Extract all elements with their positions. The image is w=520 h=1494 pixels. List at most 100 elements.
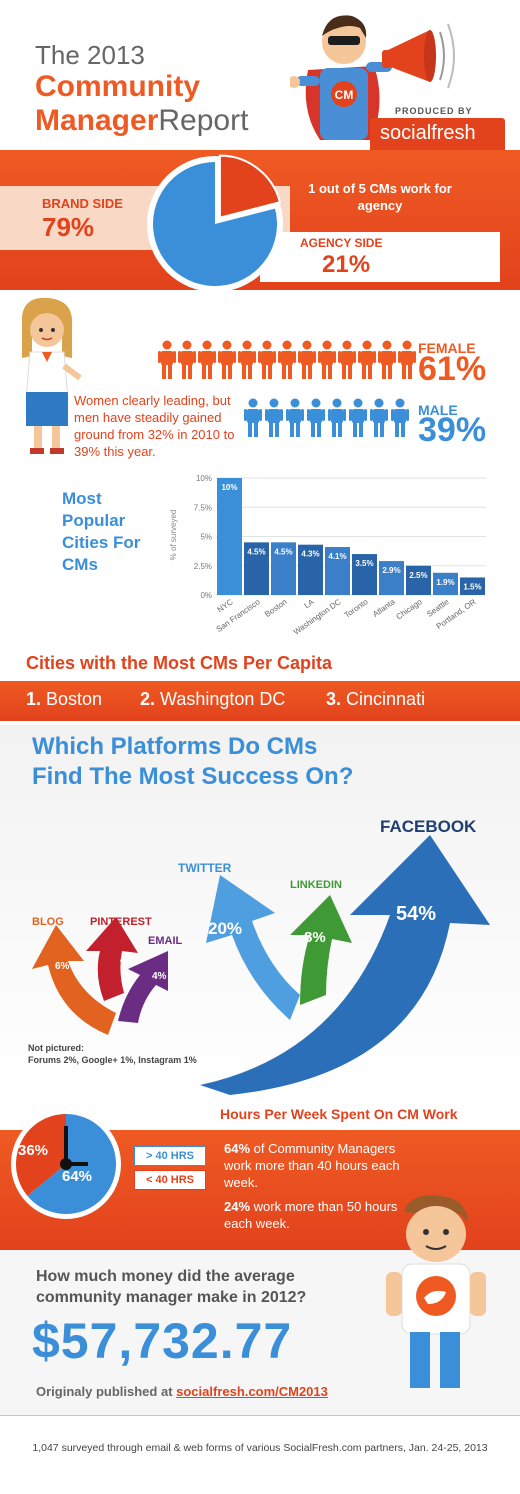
gender-quote: Women clearly leading, but men have stea… (74, 393, 235, 459)
cities-y-tick: 10% (196, 474, 212, 483)
cities-bar (406, 565, 431, 595)
cm-badge: CM (335, 88, 354, 102)
cities-category-label: LA (302, 597, 316, 610)
hours-stat-1: 64% of Community Managers work more than… (224, 1140, 404, 1191)
hours-stat-2: 24% work more than 50 hours each week. (224, 1198, 404, 1232)
cities-data-label: 2.9% (382, 566, 400, 575)
salary-value: $57,732.77 (32, 1313, 293, 1369)
female-value: 61% (418, 350, 487, 388)
produced-by-label: PRODUCED BY (395, 106, 473, 116)
email-arrow (118, 951, 168, 1023)
agency-section: BRAND SIDE 79% 1 out of 5 CMs work for a… (0, 150, 520, 292)
facebook-arrow (200, 835, 490, 1095)
gender-section: FEMALE 61% Women clearly leading, but me… (0, 290, 520, 460)
platforms-title-line1: Which Platforms Do CMs (32, 733, 318, 760)
cities-data-label: 1.9% (436, 578, 454, 587)
salary-section: How much money did the average community… (0, 1195, 520, 1415)
hours-slice-under-40 (16, 1114, 66, 1196)
cities-bar (298, 544, 323, 595)
cities-y-tick: 2.5% (194, 562, 212, 571)
male-person-icon (286, 398, 307, 438)
hours-pie (11, 1109, 121, 1219)
cities-data-label: 2.5% (409, 571, 427, 580)
male-person-icon (307, 398, 328, 438)
brand-side-label: BRAND SIDE (42, 196, 123, 211)
title-line2: Community (35, 70, 200, 103)
published-link[interactable]: socialfresh.com/CM2013 (176, 1384, 328, 1399)
cities-bar (379, 561, 404, 595)
female-person-icon (298, 340, 318, 380)
agency-note: 1 out of 5 CMs work for agency (308, 181, 452, 213)
cities-data-label: 1.5% (463, 582, 481, 591)
cities-bar (217, 478, 242, 595)
cities-category-label: Washington DC (292, 597, 343, 636)
male-icon-row (244, 398, 414, 438)
cities-data-label: 4.3% (301, 550, 319, 559)
title-line1: The 2013 (35, 40, 145, 70)
cities-y-tick: 7.5% (194, 503, 212, 512)
cities-y-tick: 0% (200, 591, 212, 600)
female-person-icon (398, 340, 418, 380)
male-person-icon (391, 398, 412, 438)
female-icon-row (158, 340, 418, 380)
cities-bar-chart: % of surveyed 0% 2.5% 5% 7.5% 10% 10% NYC 4.5%… (169, 474, 486, 637)
brand-agency-pie (147, 154, 283, 292)
linkedin-value: 8% (304, 929, 326, 946)
hours-stat-2-bold: 24% (224, 1199, 251, 1214)
male-label: MALE (418, 402, 458, 418)
blog-value: 6% (55, 961, 70, 972)
agency-side-value: 21% (322, 251, 371, 278)
female-person-icon (338, 340, 358, 380)
female-person-icon (278, 340, 298, 380)
hours-pie-small-label: 36% (18, 1142, 49, 1159)
platforms-section: Which Platforms Do CMs Find The Most Suc… (0, 725, 520, 1100)
platform-arrows (32, 835, 490, 1095)
title-line3a: Manager (35, 104, 159, 137)
cities-bar (271, 542, 296, 595)
twitter-value: 20% (208, 919, 243, 938)
legend-over-40-text: > 40 HRS (146, 1150, 194, 1162)
female-person-icon (218, 340, 238, 380)
header: The 2013 Community ManagerReport CM PROD… (0, 0, 520, 150)
pinterest-value: 4% (120, 955, 135, 966)
linkedin-label: LINKEDIN (290, 879, 342, 891)
female-person-icon (238, 340, 258, 380)
socialfresh-logo-text: socialfresh (380, 122, 476, 144)
legend-under-40-text: < 40 HRS (146, 1174, 194, 1186)
per-capita-city-2: Washington DC (160, 689, 286, 709)
salary-question: How much money did the average community… (36, 1268, 307, 1306)
cities-bar (325, 547, 350, 595)
male-person-icon (328, 398, 349, 438)
male-person-icon (244, 398, 265, 438)
socialfresh-logo: socialfresh (370, 118, 505, 150)
twitter-label: TWITTER (178, 861, 232, 875)
not-pictured-text: Forums 2%, Google+ 1%, Instagram 1% (28, 1055, 197, 1065)
cities-data-label: 10% (221, 483, 237, 492)
cities-chart-title: Most Popular Cities For CMs (62, 489, 141, 574)
pinterest-arrow (86, 917, 138, 1001)
email-value: 4% (152, 971, 167, 982)
cities-category-label: Toronto (343, 597, 370, 620)
cities-category-label: Boston (263, 597, 289, 619)
hours-pie-large-label: 64% (62, 1168, 93, 1185)
platforms-title-line2: Find The Most Success On? (32, 763, 354, 790)
male-person-icon (265, 398, 286, 438)
cities-y-axis-label: % of surveyed (169, 510, 178, 561)
per-capita-rank-3: 3. (326, 689, 342, 709)
female-person-icon (318, 340, 338, 380)
cities-data-label: 4.1% (328, 552, 346, 561)
per-capita-rank-2: 2. (140, 689, 156, 709)
superhero-mascot: CM (290, 15, 455, 140)
twitter-arrow (206, 875, 300, 1020)
male-value: 39% (418, 411, 487, 449)
cities-bar (352, 554, 377, 595)
cities-data-label: 4.5% (247, 547, 265, 556)
female-person-icon (158, 340, 178, 380)
cities-data-label: 4.5% (274, 547, 292, 556)
female-person-icon (378, 340, 398, 380)
female-person-icon (178, 340, 198, 380)
per-capita-rank-1: 1. (26, 689, 42, 709)
male-person-icon (370, 398, 391, 438)
male-person-icon (349, 398, 370, 438)
female-person-icon (358, 340, 378, 380)
